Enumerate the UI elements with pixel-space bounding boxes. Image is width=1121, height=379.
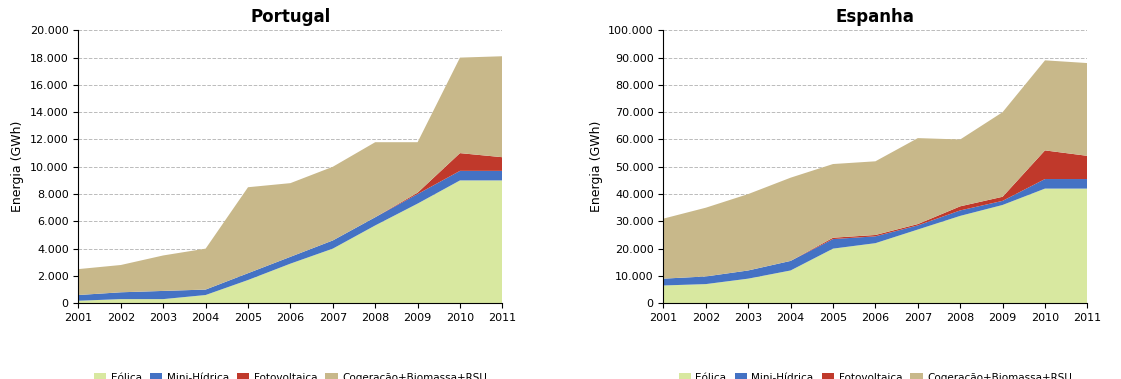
Title: Portugal: Portugal [250, 8, 331, 26]
Y-axis label: Energia (GWh): Energia (GWh) [11, 121, 25, 213]
Y-axis label: Energia (GWh): Energia (GWh) [590, 121, 603, 213]
Legend: Eólica, Mini-Hídrica, Fotovoltaica, Cogeração+Biomassa+RSU: Eólica, Mini-Hídrica, Fotovoltaica, Coge… [675, 368, 1076, 379]
Legend: Eólica, Mini-Hídrica, Fotovoltaica, Cogeração+Biomassa+RSU: Eólica, Mini-Hídrica, Fotovoltaica, Coge… [90, 368, 491, 379]
Title: Espanha: Espanha [836, 8, 915, 26]
